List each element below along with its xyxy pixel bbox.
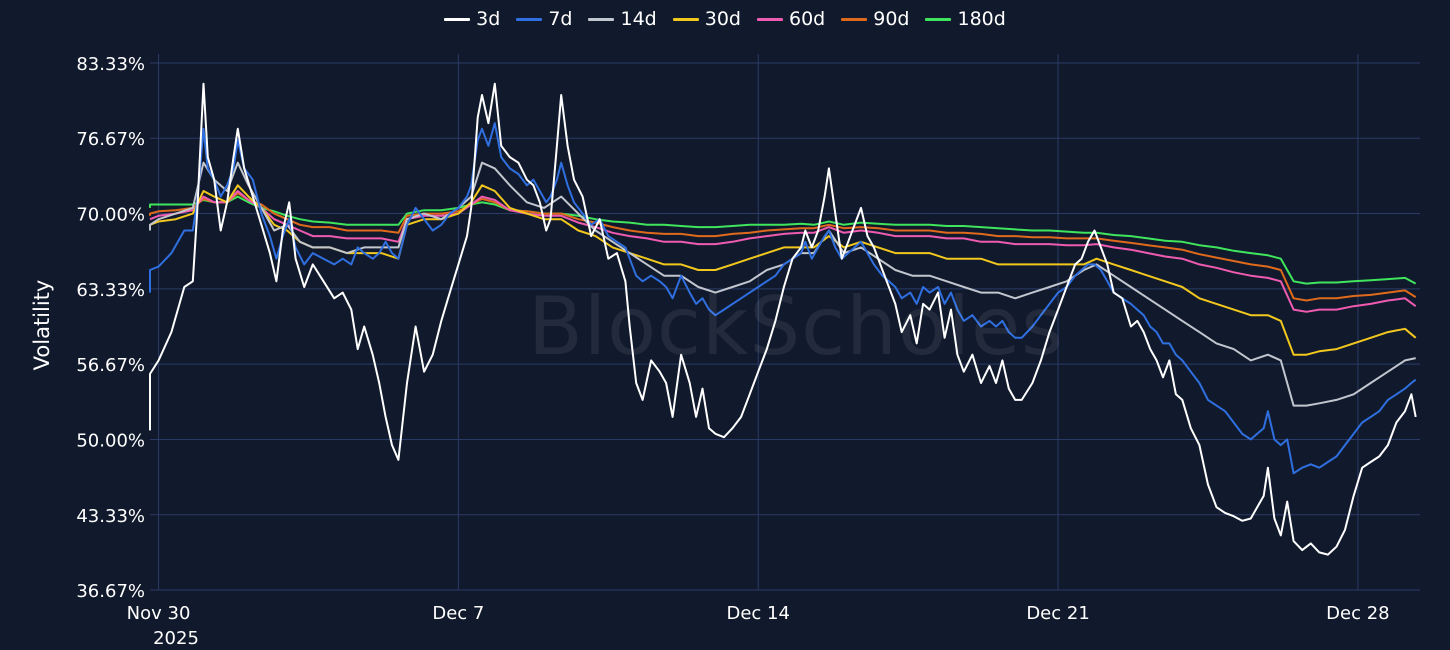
legend-swatch [516, 17, 543, 21]
series-line-180d [149, 195, 1417, 285]
legend-swatch [444, 17, 471, 21]
legend-item-90d[interactable]: 90d [841, 8, 909, 30]
y-tick-label: 43.33% [76, 506, 145, 527]
y-tick-labels: 36.67% 43.33% 50.00% 56.67% 63.33% 70.00% 76.6… [76, 54, 145, 602]
x-tick-label: Dec 21 [1026, 603, 1089, 624]
legend-swatch [588, 17, 615, 21]
legend-item-3d[interactable]: 3d [444, 8, 500, 30]
y-axis-label: Volatility [30, 280, 54, 371]
series-line-90d [149, 192, 1417, 302]
chart-legend: 3d 7d 14d 30d 60d 90d 180d [0, 8, 1450, 30]
series-lines [149, 82, 1417, 556]
x-tick-label: Nov 30 [127, 603, 191, 624]
x-tick-label: Dec 14 [726, 603, 789, 624]
grid-lines [150, 54, 1420, 591]
legend-label: 14d [620, 8, 657, 30]
legend-label: 90d [873, 8, 910, 30]
x-tick-labels: Nov 30 Dec 7 Dec 14 Dec 21 Dec 28 [127, 603, 1390, 624]
y-tick-label: 83.33% [76, 54, 145, 75]
legend-label: 180d [957, 8, 1006, 30]
y-tick-label: 36.67% [76, 581, 145, 602]
legend-item-180d[interactable]: 180d [925, 8, 1006, 30]
y-tick-label: 76.67% [76, 129, 145, 150]
legend-label: 7d [548, 8, 573, 30]
x-axis-year-label: 2025 [153, 628, 199, 649]
x-tick-label: Dec 7 [432, 603, 484, 624]
legend-label: 30d [704, 8, 741, 30]
y-tick-label: 56.67% [76, 355, 145, 376]
legend-swatch [925, 17, 952, 21]
legend-label: 3d [476, 8, 501, 30]
series-line-14d [149, 161, 1416, 407]
series-line-60d [149, 190, 1417, 313]
legend-item-30d[interactable]: 30d [672, 8, 741, 30]
legend-swatch [672, 17, 699, 21]
legend-item-14d[interactable]: 14d [588, 8, 657, 30]
legend-item-7d[interactable]: 7d [516, 8, 572, 30]
series-line-7d [149, 122, 1417, 475]
y-tick-label: 63.33% [76, 280, 145, 301]
series-line-3d [149, 82, 1417, 556]
legend-item-60d[interactable]: 60d [756, 8, 826, 30]
x-tick-label: Dec 28 [1326, 603, 1389, 624]
legend-swatch [841, 17, 868, 21]
y-tick-label: 70.00% [76, 205, 145, 226]
y-tick-label: 50.00% [76, 430, 145, 451]
legend-swatch [756, 17, 783, 21]
legend-label: 60d [788, 8, 826, 30]
